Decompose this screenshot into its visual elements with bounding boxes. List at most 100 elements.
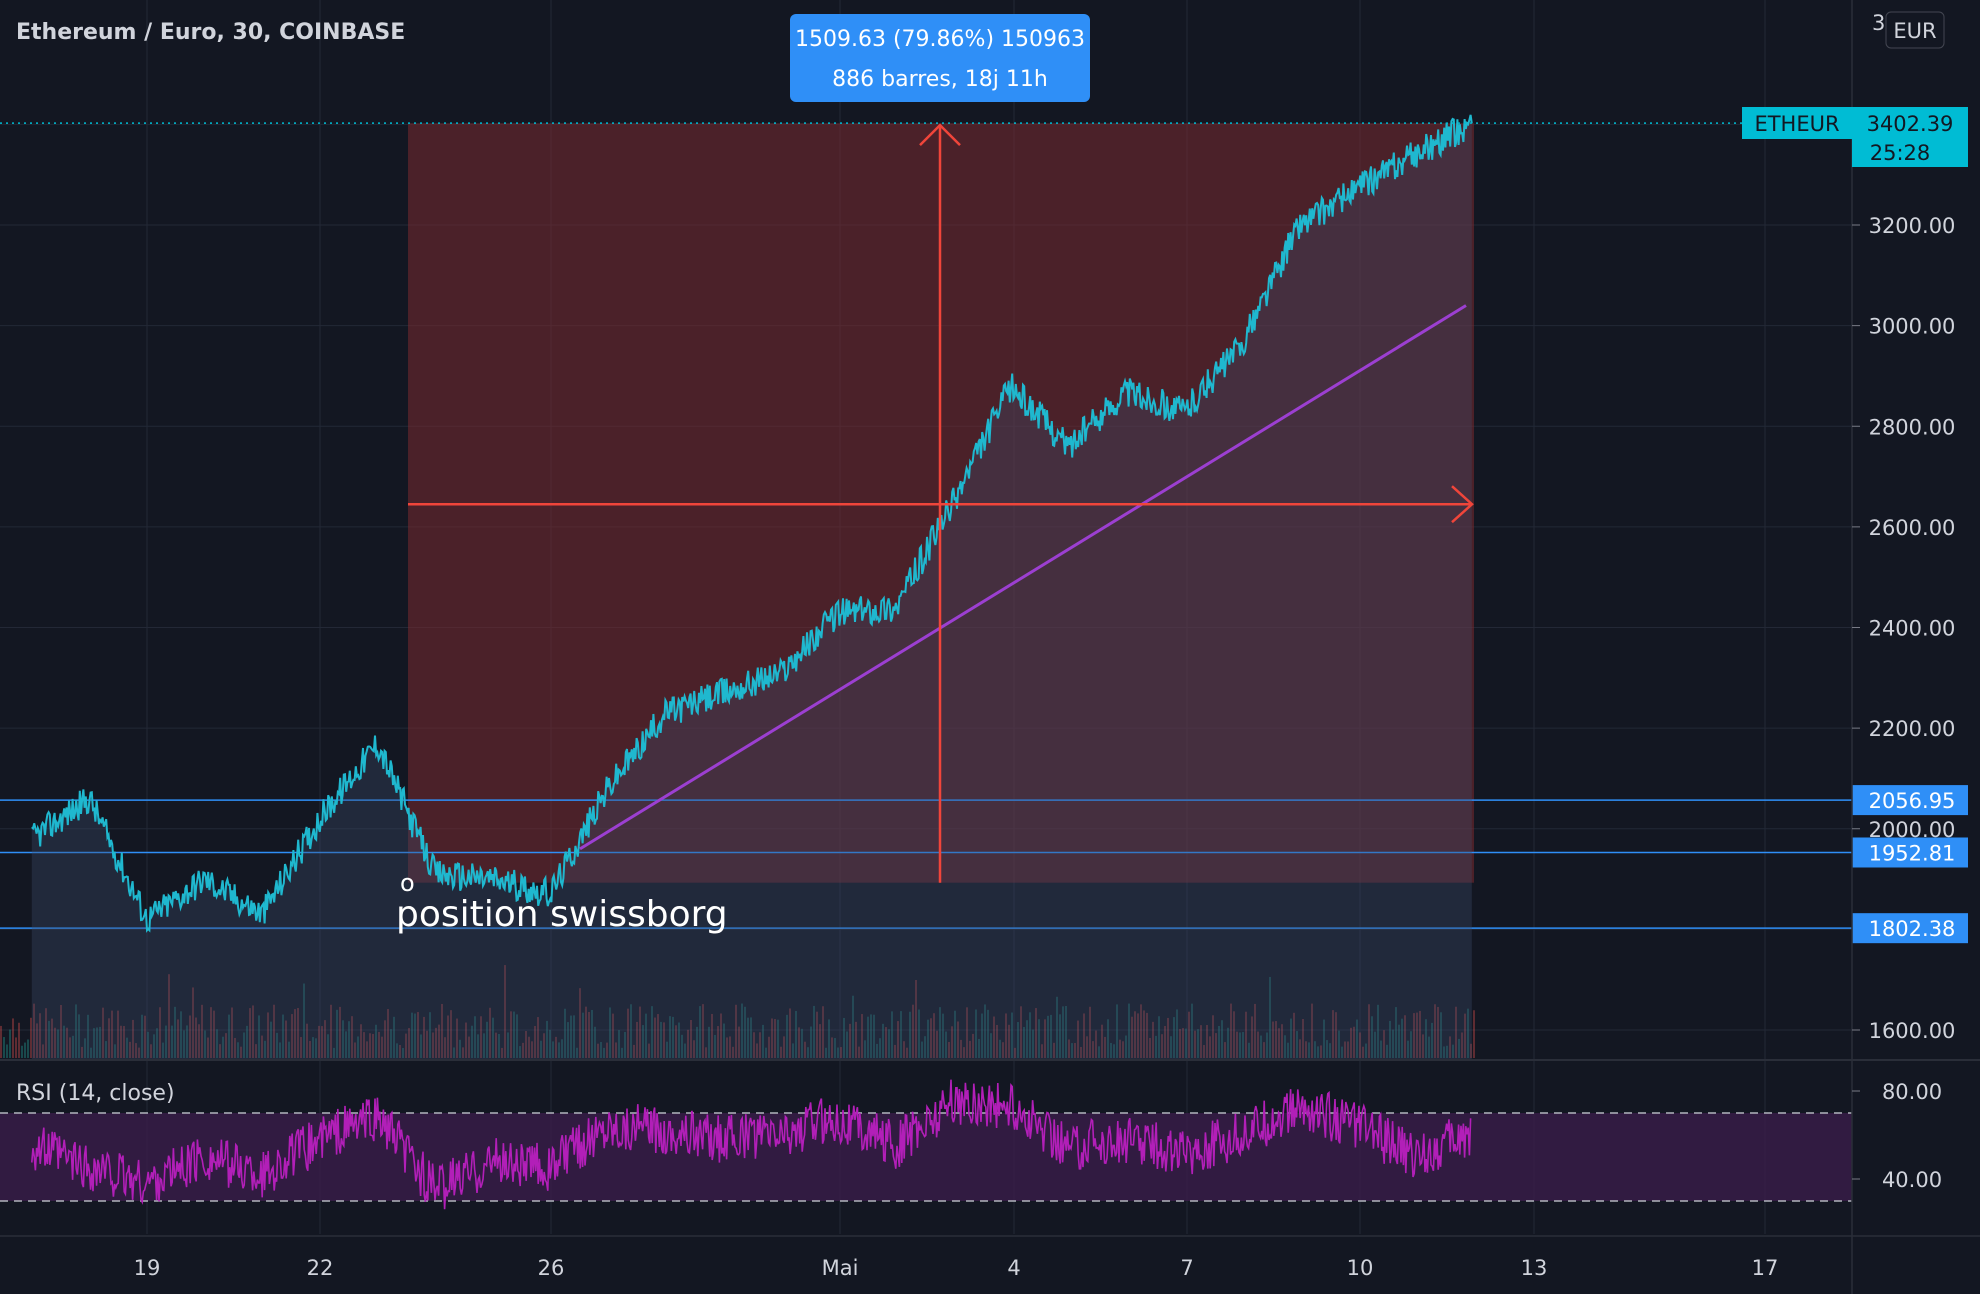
volume-bar [630, 1004, 632, 1058]
volume-bar [522, 1042, 524, 1058]
volume-bar [1131, 1016, 1133, 1058]
currency-button[interactable]: EUR [1885, 11, 1945, 49]
volume-bar [432, 1032, 434, 1058]
price-line[interactable] [31, 114, 1473, 933]
volume-bar [1143, 1010, 1145, 1058]
volume-bar [537, 1017, 539, 1058]
rsi-line[interactable] [31, 1079, 1472, 1210]
volume-bar [561, 1039, 563, 1058]
volume-bar [816, 1011, 818, 1058]
volume-bar [1362, 1046, 1364, 1058]
volume-bar [165, 1025, 167, 1058]
volume-bar [504, 965, 506, 1058]
volume-bar [606, 1042, 608, 1058]
volume-bar [1086, 1036, 1088, 1058]
volume-bar [1107, 1019, 1109, 1058]
annotation-text[interactable]: position swissborg [396, 894, 728, 935]
volume-bar [228, 1014, 230, 1058]
volume-bar [252, 1005, 254, 1058]
symbol-title[interactable]: Ethereum / Euro, 30, COINBASE [16, 20, 405, 45]
volume-bar [90, 1047, 92, 1058]
volume-bar [1389, 1020, 1391, 1058]
volume-bar [3, 1037, 5, 1058]
volume-bar [390, 1029, 392, 1058]
volume-bar [96, 1027, 98, 1058]
volume-bar [936, 1030, 938, 1058]
volume-bar [1392, 1029, 1394, 1058]
volume-bar [1374, 1031, 1376, 1058]
volume-bar [78, 1014, 80, 1058]
volume-bar [840, 1047, 842, 1058]
volume-bar [1074, 1043, 1076, 1058]
volume-bar [87, 1014, 89, 1058]
volume-bar [642, 1025, 644, 1058]
volume-bar [1242, 1032, 1244, 1058]
volume-bar [546, 1020, 548, 1058]
price-tick-label-top: 3 [1872, 11, 1885, 35]
volume-bar [339, 1006, 341, 1058]
volume-bar [483, 1033, 485, 1058]
volume-bar [435, 1027, 437, 1058]
volume-bar [42, 1044, 44, 1058]
volume-bar [234, 1037, 236, 1058]
volume-bar [1314, 1041, 1316, 1058]
volume-bar [444, 1037, 446, 1058]
volume-bar [1140, 1004, 1142, 1058]
volume-bar [861, 1014, 863, 1058]
volume-bar [138, 1047, 140, 1058]
volume-bar [1401, 1018, 1403, 1058]
volume-bar [489, 1007, 491, 1058]
volume-bar [375, 1024, 377, 1058]
volume-bar [1065, 1005, 1067, 1058]
volume-bar [939, 1007, 941, 1058]
volume-bar [120, 1025, 122, 1058]
volume-bar [1467, 1008, 1469, 1058]
volume-bar [378, 1031, 380, 1058]
volume-bar [1257, 1031, 1259, 1058]
volume-bar [1344, 1041, 1346, 1058]
volume-bar [762, 1024, 764, 1058]
volume-bar [1194, 1030, 1196, 1058]
currency-label[interactable]: EUR [1893, 19, 1936, 43]
volume-bar [1455, 1006, 1457, 1058]
volume-bar [1308, 1042, 1310, 1058]
volume-bar [270, 1021, 272, 1058]
volume-bar [954, 1010, 956, 1058]
volume-bar [180, 1011, 182, 1058]
volume-bar [1425, 1019, 1427, 1058]
volume-bar [1098, 1046, 1100, 1058]
volume-bar [1170, 1036, 1172, 1058]
volume-bar [909, 1011, 911, 1058]
horizontal-levels[interactable]: 2056.95 1952.81 1802.38 [0, 785, 1968, 944]
volume-bar [792, 1043, 794, 1058]
volume-bar [1041, 1044, 1043, 1058]
annotation-marker[interactable]: o [400, 869, 415, 897]
volume-bar [981, 1013, 983, 1058]
volume-bar [144, 1015, 146, 1058]
time-tick-label: 17 [1752, 1256, 1779, 1280]
volume-bar [1203, 1045, 1205, 1058]
volume-bar [1080, 1046, 1082, 1058]
volume-bar [279, 1042, 281, 1058]
volume-bar [732, 1046, 734, 1058]
trend-line[interactable] [579, 304, 1467, 851]
volume-bar [1266, 1032, 1268, 1058]
volume-bar [150, 1044, 152, 1058]
volume-bar [585, 1006, 587, 1058]
time-tick-label: 13 [1521, 1256, 1548, 1280]
volume-bar [1134, 1011, 1136, 1058]
time-tick-label: 26 [538, 1256, 565, 1280]
rsi-tick-label: 40.00 [1882, 1168, 1942, 1192]
volume-bar [636, 1021, 638, 1058]
rsi-label[interactable]: RSI (14, close) [16, 1081, 175, 1106]
volume-bar [735, 1004, 737, 1058]
volume-bar [171, 1025, 173, 1058]
volume-bar [60, 1005, 62, 1058]
volume-bar [1167, 1017, 1169, 1058]
volume-bar [81, 1046, 83, 1058]
volume-bar [777, 1019, 779, 1058]
volume-bar [1116, 1004, 1118, 1058]
volume-bar [945, 1031, 947, 1058]
